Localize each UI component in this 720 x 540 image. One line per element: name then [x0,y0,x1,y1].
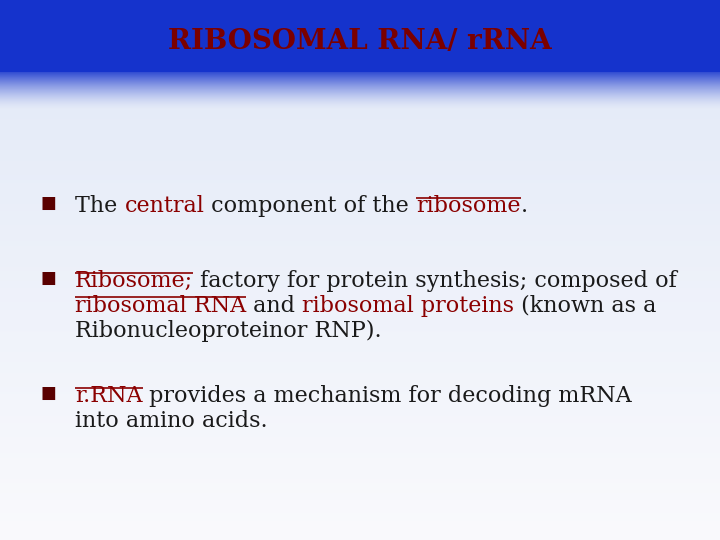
Bar [0,81,720,82]
Text: ribosomal proteins: ribosomal proteins [302,295,514,317]
Bar [0,89,720,90]
Bar [0,85,720,86]
Text: Ribosome;: Ribosome; [75,270,193,292]
Bar [0,86,720,87]
Bar [0,108,720,109]
Text: factory for protein synthesis; composed of: factory for protein synthesis; composed … [193,270,677,292]
Bar [0,76,720,77]
Bar [0,96,720,97]
Bar [0,105,720,106]
Bar [0,95,720,96]
Text: provides a mechanism for decoding mRNA: provides a mechanism for decoding mRNA [143,385,632,407]
Bar [0,72,720,73]
Text: ribosomal RNA: ribosomal RNA [75,295,246,317]
Bar [0,80,720,81]
Text: component of the: component of the [204,195,416,217]
Text: RIBOSOMAL RNA/ rRNA: RIBOSOMAL RNA/ rRNA [168,28,552,55]
Bar [0,94,720,95]
Bar [0,75,720,76]
Bar [0,107,720,108]
Bar [0,106,720,107]
Bar [0,77,720,78]
Bar [0,73,720,74]
Bar [0,88,720,89]
Bar [0,0,720,72]
Text: ■: ■ [40,270,55,287]
Text: Ribonucleoproteinor RNP).: Ribonucleoproteinor RNP). [75,320,382,342]
Bar [0,79,720,80]
Bar [0,98,720,99]
Text: into amino acids.: into amino acids. [75,410,268,432]
Bar [0,92,720,93]
Text: ribosome: ribosome [416,195,521,217]
Bar [0,103,720,104]
Text: ■: ■ [40,385,55,402]
Bar [0,97,720,98]
Bar [0,101,720,102]
Text: r.RNA: r.RNA [75,385,143,407]
Bar [0,99,720,100]
Bar [0,93,720,94]
Bar [0,82,720,83]
Text: central: central [125,195,204,217]
Bar [0,102,720,103]
Bar [0,104,720,105]
Text: and: and [246,295,302,317]
Bar [0,74,720,75]
Text: ■: ■ [40,195,55,212]
Bar [0,83,720,84]
Bar [0,84,720,85]
Bar [0,90,720,91]
Text: The: The [75,195,125,217]
Bar [0,87,720,88]
Bar [0,91,720,92]
Text: .: . [521,195,528,217]
Bar [0,100,720,101]
Bar [0,78,720,79]
Text: (known as a: (known as a [514,295,657,317]
